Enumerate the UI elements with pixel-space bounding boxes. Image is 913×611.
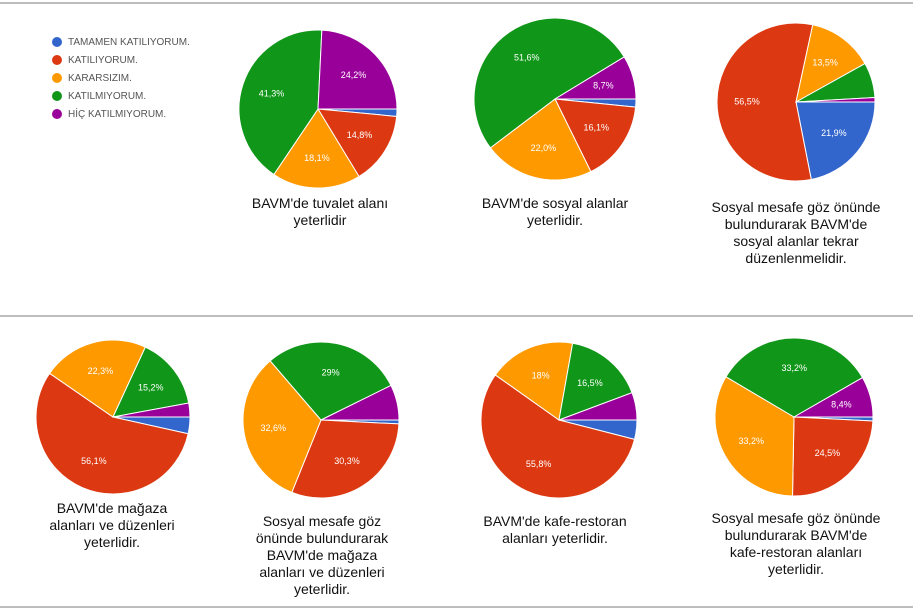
pie-slice-hic-katilmiyorum: [112, 402, 191, 418]
legend: TAMAMEN KATILIYORUM. KATILIYORUM. KARARS…: [52, 33, 190, 123]
slice-data-label: 13,5%: [812, 58, 838, 68]
chart-title: Sosyal mesafe göz önünde bulundurarak BA…: [711, 510, 881, 577]
pie-slice-kararsizim: [714, 376, 795, 497]
slice-data-label: 15,2%: [138, 383, 164, 393]
slice-data-label: 8,7%: [593, 80, 614, 90]
slice-data-label: 22,3%: [88, 366, 114, 376]
legend-label: TAMAMEN KATILIYORUM.: [68, 36, 190, 48]
legend-item-hic-katilmiyorum: HİÇ KATILMIYORUM.: [52, 105, 190, 123]
slice-data-label: 32,6%: [261, 423, 287, 433]
pie-slice-katilmiyorum: [269, 341, 392, 421]
pie-slice-katilmiyorum: [112, 346, 190, 418]
chart-title: BAVM'de kafe-restoran alanları yeterlidi…: [483, 513, 627, 546]
legend-label: KARARSIZIM.: [68, 72, 132, 84]
pie-slice-hic-katilmiyorum: [795, 97, 876, 103]
pie-slice-katiliyorum: [317, 108, 398, 178]
pie-slice-hic-katilmiyorum: [792, 376, 874, 418]
pie-slice-katiliyorum: [291, 419, 400, 499]
pie-slice-katiliyorum: [716, 22, 814, 182]
legend-dot-orange: [52, 73, 62, 83]
pie-chart-kafe-restoran: 55,8% 18% 16,5%: [480, 341, 638, 499]
pie-slice-kararsizim: [273, 108, 360, 189]
slice-data-label: 55,8%: [526, 459, 552, 469]
chart-title: BAVM'de sosyal alanlar yeterlidir.: [481, 195, 629, 228]
legend-label: KATILIYORUM.: [68, 54, 138, 66]
chart-title: Sosyal mesafe göz önünde bulundurarak BA…: [711, 199, 881, 266]
chart-title: BAVM'de tuvalet alanı yeterlidir: [251, 195, 389, 228]
legend-label: HİÇ KATILMIYORUM.: [68, 108, 167, 120]
legend-item-katiliyorum: KATILIYORUM.: [52, 51, 190, 69]
slice-data-label: 16,1%: [584, 123, 610, 133]
pie-slice-katiliyorum: [35, 372, 189, 495]
pie-slice-hic-katilmiyorum: [553, 56, 637, 100]
pie-slice-katilmiyorum: [473, 17, 625, 149]
slice-data-label: 56,1%: [81, 456, 107, 466]
legend-item-kararsizim: KARARSIZIM.: [52, 69, 190, 87]
slice-data-label: 51,6%: [514, 52, 540, 62]
slice-data-label: 33,2%: [782, 363, 808, 373]
pie-chart-sosyal-alanlar: 16,1% 22,0% 51,6% 8,7%: [473, 17, 637, 181]
pie-slice-hic-katilmiyorum: [317, 29, 398, 110]
middle-divider: [0, 315, 913, 317]
pie-chart-magaza: 56,1% 22,3% 15,2%: [35, 339, 191, 495]
pie-slice-tamamen-katiliyorum: [795, 101, 876, 181]
pie-slice-hic-katilmiyorum: [320, 384, 400, 421]
pie-slice-kararsizim: [489, 98, 592, 181]
chart-title: BAVM'de mağaza alanları ve düzenleri yet…: [49, 500, 175, 550]
pie-chart-tuvalet: 14,8% 18,1% 41,3% 24,2%: [238, 29, 398, 189]
pie-chart-magaza-sosyal-mesafe: 30,3% 32,6% 29%: [242, 341, 400, 499]
legend-item-tamamen-katiliyorum: TAMAMEN KATILIYORUM.: [52, 33, 190, 51]
pie-slice-katiliyorum: [480, 374, 636, 499]
legend-dot-purple: [52, 109, 62, 119]
slice-data-label: 16,5%: [577, 378, 603, 388]
legend-label: KATILMIYORUM.: [68, 90, 147, 102]
slice-data-label: 56,5%: [734, 97, 760, 107]
bottom-divider: [0, 606, 913, 608]
pie-chart-sosyal-alanlar-duzenleme: 21,9% 56,5% 13,5%: [716, 22, 876, 182]
legend-item-katilmiyorum: KATILMIYORUM.: [52, 87, 190, 105]
pie-slice-katilmiyorum: [238, 29, 323, 176]
pie-slice-katilmiyorum: [558, 342, 633, 421]
legend-dot-blue: [52, 37, 62, 47]
slice-data-label: 21,9%: [821, 128, 847, 138]
slice-data-label: 8,4%: [831, 399, 852, 409]
pie-slice-katilmiyorum: [725, 337, 864, 418]
slice-data-label: 18,1%: [304, 153, 330, 163]
chart-title: Sosyal mesafe göz önünde bulundurarak BA…: [255, 513, 389, 597]
pie-chart-kafe-restoran-sosyal-mesafe: 24,5% 33,2% 33,2% 8,4%: [714, 337, 874, 497]
legend-dot-green: [52, 91, 62, 101]
slice-data-label: 41,3%: [259, 89, 285, 99]
slice-data-label: 29%: [322, 368, 340, 378]
slice-data-label: 30,3%: [334, 456, 360, 466]
pie-slice-kararsizim: [494, 341, 574, 421]
pie-slice-kararsizim: [242, 360, 322, 493]
slice-data-label: 14,8%: [347, 130, 373, 140]
pie-slice-hic-katilmiyorum: [558, 392, 638, 421]
slice-data-label: 24,5%: [815, 448, 841, 458]
slice-data-label: 24,2%: [341, 70, 367, 80]
pie-slice-katiliyorum: [792, 416, 874, 497]
slice-data-label: 22,0%: [531, 143, 557, 153]
top-divider: [0, 2, 913, 4]
slice-data-label: 18%: [532, 370, 550, 380]
slice-data-label: 33,2%: [738, 436, 764, 446]
pie-slice-katiliyorum: [554, 98, 637, 173]
legend-dot-red: [52, 55, 62, 65]
pie-slice-kararsizim: [795, 24, 866, 103]
